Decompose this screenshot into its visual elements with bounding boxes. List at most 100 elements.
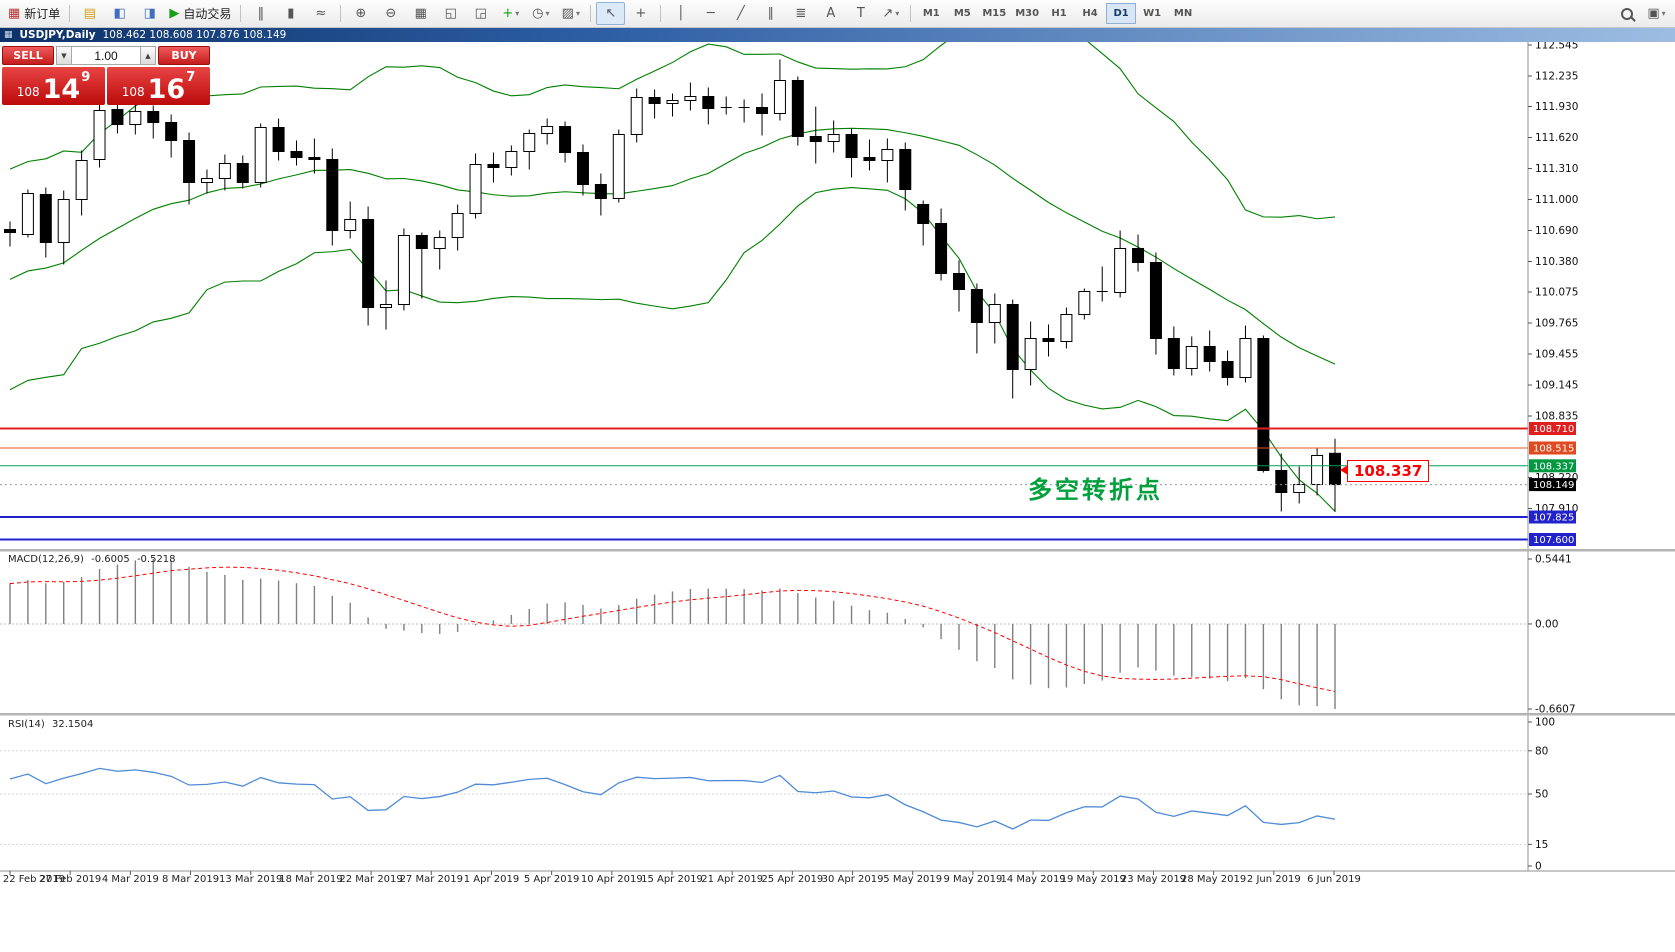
time-tick-label: 22 Feb 2019 bbox=[3, 874, 65, 885]
sell-price-pips: 14 bbox=[42, 74, 81, 106]
chart-title-bar: ▦ USDJPY,Daily 108.462 108.608 107.876 1… bbox=[0, 27, 1675, 42]
bull-candle bbox=[773, 80, 786, 114]
bear-candle bbox=[648, 97, 661, 104]
bull-candle bbox=[1060, 314, 1073, 342]
bear-candle bbox=[415, 235, 428, 249]
time-tick-label: 25 Apr 2019 bbox=[761, 874, 823, 885]
callout-arrow-icon bbox=[1340, 465, 1348, 475]
bear-candle bbox=[236, 163, 249, 183]
timeframe-button-d1[interactable]: D1 bbox=[1106, 3, 1137, 24]
navigator-icon[interactable]: ◧ bbox=[113, 6, 126, 21]
cascade-windows-icon[interactable]: ◱ bbox=[444, 6, 457, 21]
vertical-line-icon[interactable]: │ bbox=[676, 6, 685, 21]
tile-windows-icon[interactable]: ▦ bbox=[414, 6, 427, 21]
autotrading-button[interactable]: ▶ 自动交易 bbox=[169, 6, 232, 21]
bull-candle bbox=[218, 163, 231, 179]
bear-candle bbox=[308, 157, 321, 160]
bull-candle bbox=[1024, 338, 1037, 370]
timeframe-button-mn[interactable]: MN bbox=[1173, 8, 1193, 19]
rsi-indicator-label: RSI(14) 32.1504 bbox=[8, 719, 93, 730]
price-badge bbox=[1529, 422, 1576, 435]
price-tick-label: 110.380 bbox=[1535, 256, 1578, 268]
price-tick-label: 108.835 bbox=[1535, 411, 1578, 423]
candlestick-chart-icon[interactable]: ▮ bbox=[287, 6, 295, 21]
bull-candle bbox=[380, 304, 393, 308]
time-tick-label: 10 Apr 2019 bbox=[581, 874, 643, 885]
macd-axis-label: 0.5441 bbox=[1535, 554, 1572, 566]
bull-candle bbox=[881, 149, 894, 161]
timeframe-button-m30[interactable]: M30 bbox=[1015, 8, 1040, 19]
bull-candle bbox=[433, 237, 446, 249]
timeframe-button-m1[interactable]: M1 bbox=[922, 8, 940, 19]
timeframe-button-h4[interactable]: H4 bbox=[1082, 8, 1098, 19]
help-icon[interactable]: ▣ ▾ bbox=[1647, 6, 1666, 21]
volume-decrease-button[interactable]: ▼ bbox=[56, 46, 72, 65]
bear-candle bbox=[165, 122, 178, 141]
templates-icon[interactable]: ▨ ▾ bbox=[561, 6, 580, 21]
cursor-icon[interactable]: ↖ bbox=[596, 2, 626, 25]
label-icon[interactable]: T bbox=[856, 6, 865, 21]
arrange-windows-icon[interactable]: ◲ bbox=[474, 6, 487, 21]
horizontal-line-icon[interactable]: ─ bbox=[706, 6, 715, 21]
arrows-icon[interactable]: ↗ ▾ bbox=[882, 6, 900, 21]
price-tick-label: 111.930 bbox=[1535, 101, 1578, 113]
rsi-axis-label: 15 bbox=[1535, 839, 1548, 851]
buy-price-prefix: 108 bbox=[121, 85, 145, 99]
buy-button[interactable]: BUY bbox=[158, 46, 210, 65]
sell-price-display[interactable]: 108 14 9 bbox=[2, 67, 105, 105]
bear-candle bbox=[147, 111, 160, 123]
chart-ohlc-values: 108.462 108.608 107.876 108.149 bbox=[102, 28, 287, 41]
trendline-icon[interactable]: ╱ bbox=[736, 6, 745, 21]
search-icon[interactable] bbox=[1612, 2, 1641, 25]
timeframe-button-m5[interactable]: M5 bbox=[953, 8, 971, 19]
pane-separator[interactable] bbox=[0, 549, 1675, 552]
bear-candle bbox=[899, 149, 912, 190]
bar-chart-icon[interactable]: ‖ bbox=[257, 6, 265, 21]
price-badge-label: 108.710 bbox=[1533, 424, 1574, 435]
channel-icon[interactable]: ∥ bbox=[767, 6, 775, 21]
pane-separator[interactable] bbox=[0, 713, 1675, 716]
text-icon[interactable]: A bbox=[826, 6, 836, 21]
new-order-button[interactable]: ▦ 新订单 bbox=[8, 6, 61, 21]
chart-text-annotation[interactable]: 多空转折点 bbox=[1028, 476, 1163, 504]
time-tick-label: 5 Apr 2019 bbox=[524, 874, 579, 885]
charts-icon[interactable]: ▤ bbox=[83, 6, 96, 21]
zoom-out-icon[interactable]: ⊖ bbox=[385, 6, 397, 21]
fibonacci-icon[interactable]: ≣ bbox=[795, 6, 807, 21]
price-badge bbox=[1529, 441, 1576, 455]
timeframe-button-m15[interactable]: M15 bbox=[982, 8, 1007, 19]
sell-price-prefix: 108 bbox=[16, 85, 40, 99]
sell-button[interactable]: SELL bbox=[2, 46, 54, 65]
indicators-icon[interactable]: + ▾ bbox=[502, 6, 520, 21]
line-chart-icon[interactable]: ≈ bbox=[315, 6, 327, 21]
volume-input[interactable] bbox=[72, 46, 140, 65]
bull-candle bbox=[505, 151, 518, 168]
bull-candle bbox=[254, 127, 267, 183]
volume-increase-button[interactable]: ▲ bbox=[140, 46, 156, 65]
crosshair-icon[interactable]: + bbox=[635, 6, 647, 21]
bear-candle bbox=[809, 136, 822, 142]
bull-candle bbox=[57, 199, 70, 243]
bear-candle bbox=[1221, 361, 1234, 378]
periods-icon[interactable]: ◷ ▾ bbox=[532, 6, 550, 21]
timeframe-button-h1[interactable]: H1 bbox=[1051, 8, 1067, 19]
price-callout-label[interactable]: 108.337 bbox=[1340, 460, 1430, 482]
bollinger-lower-band bbox=[9, 186, 1336, 512]
bear-candle bbox=[1042, 338, 1055, 342]
bull-candle bbox=[1185, 346, 1198, 369]
bull-candle bbox=[93, 110, 106, 160]
rsi-axis-label: 100 bbox=[1535, 717, 1555, 729]
timeframe-button-w1[interactable]: W1 bbox=[1143, 8, 1162, 19]
buy-price-display[interactable]: 108 16 7 bbox=[107, 67, 210, 105]
macd-indicator-label: MACD(12,26,9) -0.6005 -0.5218 bbox=[8, 554, 176, 565]
main-toolbar: ▦ 新订单 ▤ ◧ ◨ ▶ 自动交易 ‖ ▮ ≈ ⊕ ⊖ ▦ ◱ ◲ + ▾ ◷ ▾ ▨ ▾ ↖ + │ ─ ╱ ∥ ≣ A T ↗ ▾ M1 M… bbox=[0, 0, 1675, 28]
bear-candle bbox=[594, 184, 607, 199]
zoom-in-icon[interactable]: ⊕ bbox=[355, 6, 367, 21]
bull-candle bbox=[827, 134, 840, 142]
terminal-icon[interactable]: ◨ bbox=[143, 6, 156, 21]
sell-price-pipette: 9 bbox=[81, 70, 91, 85]
bull-candle bbox=[21, 193, 34, 235]
bull-candle bbox=[1311, 455, 1324, 485]
